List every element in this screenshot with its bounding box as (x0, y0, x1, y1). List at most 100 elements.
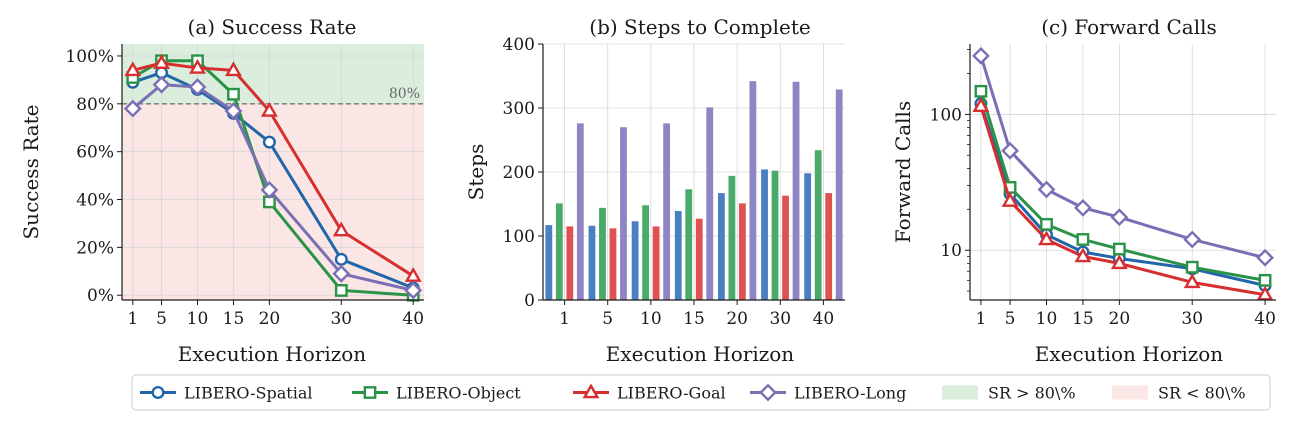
y-tick-label: 100% (65, 47, 114, 67)
bar (631, 221, 639, 300)
bar (685, 189, 693, 300)
data-point (123, 99, 142, 118)
bar (695, 218, 703, 300)
panel-forward-calls: (c) Forward Calls Execution Horizon Forw… (891, 15, 1276, 366)
bar (804, 173, 812, 300)
y-tick-label: 60% (76, 143, 114, 163)
x-tick-label: 1 (127, 309, 138, 329)
legend-marker-triangle (582, 383, 600, 399)
series-line (979, 55, 1266, 260)
legend-patch (1112, 385, 1148, 400)
y-tick-label: 200 (503, 163, 535, 183)
x-tick-label: 30 (1181, 309, 1203, 329)
y-tick-label: 20% (76, 238, 114, 258)
bar (555, 203, 563, 300)
data-point (124, 61, 142, 77)
data-point (1074, 247, 1092, 263)
data-point (1256, 248, 1274, 267)
bar (761, 169, 768, 300)
legend-label: SR < 80\% (1158, 384, 1246, 403)
x-tick-label: 15 (1072, 309, 1094, 329)
data-point (972, 46, 990, 65)
panel-b-ylabel: Steps (464, 144, 488, 201)
data-point (334, 252, 348, 266)
x-tick-label: 5 (602, 309, 613, 329)
x-tick-label: 5 (1005, 309, 1016, 329)
panel-a-xlabel: Execution Horizon (178, 342, 367, 366)
bar (749, 81, 757, 301)
panel-steps: (b) Steps to Complete Execution Horizon … (464, 15, 845, 366)
data-point (1112, 242, 1126, 256)
bar (576, 123, 584, 300)
legend-label: LIBERO-Spatial (184, 384, 312, 403)
panel-b-xlabel: Execution Horizon (606, 342, 795, 366)
x-tick-label: 20 (259, 309, 281, 329)
data-point (224, 102, 243, 120)
data-point (404, 281, 423, 300)
y-tick-label: 400 (503, 35, 535, 55)
data-point (972, 97, 990, 112)
x-tick-label: 20 (726, 309, 748, 329)
bar (825, 193, 833, 300)
data-point (224, 61, 242, 77)
data-point (1074, 198, 1092, 217)
x-tick-label: 30 (330, 309, 352, 329)
data-point (227, 87, 240, 101)
data-point (189, 58, 206, 74)
data-point (1040, 217, 1053, 231)
bar (706, 107, 714, 300)
data-point (974, 84, 988, 98)
x-tick-label: 15 (683, 309, 705, 329)
legend-label: LIBERO-Goal (617, 384, 726, 403)
y-tick-label: 0 (524, 291, 535, 311)
bar (674, 211, 682, 300)
x-tick-label: 10 (1036, 309, 1058, 329)
y-tick-label: 80% (76, 95, 114, 115)
data-point (1110, 254, 1128, 270)
legend-marker-diamond (759, 383, 777, 402)
data-point (404, 267, 422, 282)
data-point (334, 284, 348, 297)
panel-success-rate: (a) Success Rate Execution Horizon Succe… (19, 15, 424, 366)
data-point (332, 264, 351, 283)
data-point (1001, 192, 1019, 207)
data-point (260, 101, 278, 117)
y-tick-label: 10 (940, 241, 962, 261)
y-tick-label: 100 (503, 227, 535, 247)
data-point (1183, 273, 1201, 289)
x-tick-label: 5 (156, 309, 167, 329)
x-tick-label: 10 (640, 309, 662, 329)
legend-marker-circle (151, 386, 165, 400)
y-tick-label: 300 (503, 99, 535, 119)
panel-c-xlabel: Execution Horizon (1035, 342, 1224, 366)
bar (792, 81, 800, 300)
bar (652, 226, 660, 300)
data-point (1001, 141, 1019, 160)
panel-c-title: (c) Forward Calls (1041, 15, 1217, 39)
bar (609, 228, 617, 300)
bar (717, 193, 725, 300)
data-point (1258, 273, 1272, 287)
panel-a-title: (a) Success Rate (188, 15, 357, 39)
y-tick-label: 0% (87, 286, 114, 306)
data-point (332, 221, 350, 237)
legend-marker-square (363, 386, 377, 399)
x-tick-label: 40 (1254, 309, 1276, 329)
data-point (188, 78, 207, 96)
bar (782, 195, 789, 300)
x-tick-label: 30 (769, 309, 791, 329)
data-point (153, 54, 171, 69)
bar (588, 225, 596, 300)
x-tick-label: 40 (402, 309, 424, 329)
threshold-label: 80% (389, 86, 420, 102)
legend-label: LIBERO-Long (794, 384, 906, 403)
bar (545, 225, 553, 300)
x-tick-label: 40 (813, 309, 835, 329)
legend-label: SR > 80\% (988, 384, 1076, 403)
x-tick-label: 20 (1109, 309, 1131, 329)
data-point (1183, 230, 1202, 249)
data-point (1038, 230, 1055, 246)
data-point (1110, 208, 1129, 227)
x-tick-label: 10 (187, 309, 209, 329)
y-tick-label: 40% (76, 191, 114, 211)
